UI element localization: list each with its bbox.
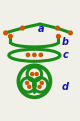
Circle shape	[28, 85, 31, 88]
Circle shape	[40, 81, 43, 84]
Circle shape	[4, 31, 7, 35]
Circle shape	[38, 85, 41, 88]
Circle shape	[31, 73, 34, 76]
Circle shape	[69, 31, 72, 35]
Circle shape	[35, 73, 38, 76]
Circle shape	[57, 34, 60, 38]
Circle shape	[33, 53, 36, 57]
Circle shape	[26, 53, 30, 57]
Text: c: c	[63, 50, 68, 60]
Circle shape	[39, 53, 42, 57]
Circle shape	[9, 34, 12, 38]
Circle shape	[21, 26, 24, 30]
Circle shape	[56, 26, 59, 30]
Text: a: a	[38, 24, 45, 34]
Circle shape	[26, 81, 29, 84]
Text: d: d	[62, 82, 69, 91]
Text: b: b	[62, 37, 69, 47]
